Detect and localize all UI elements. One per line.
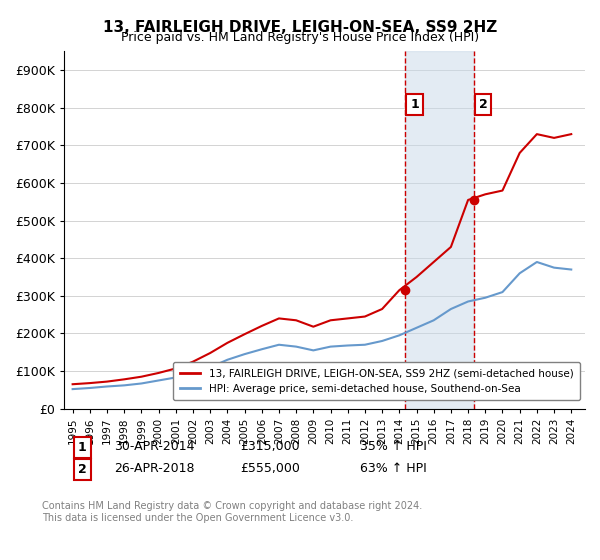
Text: 35% ↑ HPI: 35% ↑ HPI [360,440,427,452]
Text: 13, FAIRLEIGH DRIVE, LEIGH-ON-SEA, SS9 2HZ: 13, FAIRLEIGH DRIVE, LEIGH-ON-SEA, SS9 2… [103,20,497,35]
Text: Contains HM Land Registry data © Crown copyright and database right 2024.
This d: Contains HM Land Registry data © Crown c… [42,501,422,523]
Text: 63% ↑ HPI: 63% ↑ HPI [360,462,427,475]
Text: Price paid vs. HM Land Registry's House Price Index (HPI): Price paid vs. HM Land Registry's House … [121,31,479,44]
Text: £555,000: £555,000 [240,462,300,475]
Text: 2: 2 [78,463,87,476]
Text: 26-APR-2018: 26-APR-2018 [114,462,194,475]
Text: 1: 1 [410,98,419,111]
Text: 2: 2 [479,98,488,111]
Text: £315,000: £315,000 [240,440,299,452]
Bar [405,52,474,409]
Text: 1: 1 [78,441,87,454]
Legend: 13, FAIRLEIGH DRIVE, LEIGH-ON-SEA, SS9 2HZ (semi-detached house), HPI: Average p: 13, FAIRLEIGH DRIVE, LEIGH-ON-SEA, SS9 2… [173,362,580,400]
Text: 30-APR-2014: 30-APR-2014 [114,440,194,452]
